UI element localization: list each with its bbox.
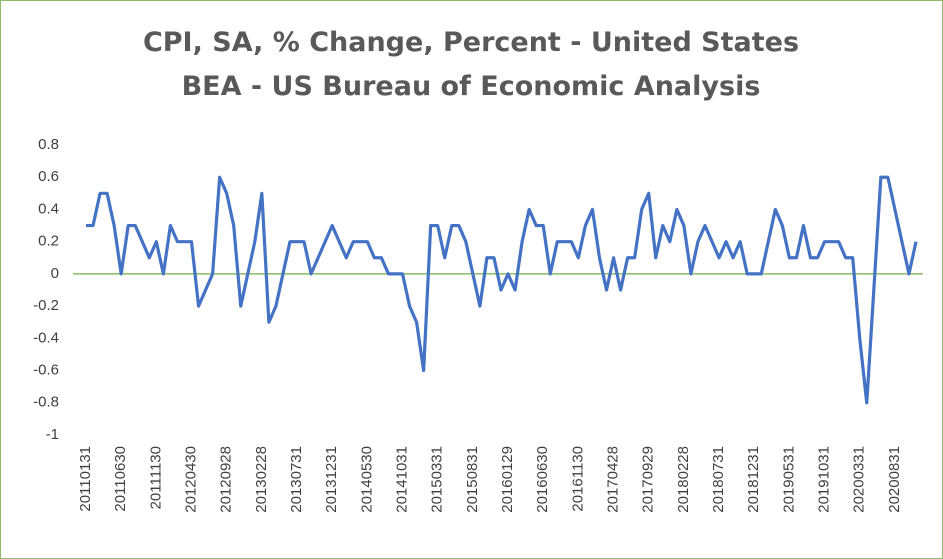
x-tick-label: 20120928: [218, 446, 235, 513]
x-tick-label: 20200831: [886, 446, 903, 513]
x-tick-label: 20111130: [147, 446, 164, 509]
x-tick-label: 20181231: [745, 446, 762, 513]
x-tick-label: 20141031: [393, 446, 410, 513]
x-tick-label: 20180228: [675, 446, 692, 513]
x-tick-label: 20160630: [534, 446, 551, 513]
y-tick-label: -0.4: [33, 329, 59, 346]
y-tick-label: 0.6: [38, 168, 59, 185]
data-line: [86, 175, 918, 405]
x-tick-label: 20150831: [464, 446, 481, 513]
y-tick-label: -0.8: [33, 394, 59, 411]
x-tick-label: 20131231: [323, 446, 340, 513]
y-tick-label: 0.2: [38, 233, 59, 250]
x-tick-label: 20150331: [429, 446, 446, 513]
y-tick-label: 0: [51, 265, 59, 282]
y-tick-label: 0.4: [38, 200, 59, 217]
y-tick-label: 0.8: [38, 136, 59, 153]
y-tick-label: -1: [46, 426, 59, 443]
x-tick-label: 20200331: [851, 446, 868, 513]
x-tick-label: 20120430: [182, 446, 199, 513]
y-tick-label: -0.2: [33, 297, 59, 314]
x-tick-label: 20190531: [780, 446, 797, 513]
chart-title: CPI, SA, % Change, Percent - United Stat…: [142, 27, 800, 102]
x-tick-label: 20161130: [569, 446, 586, 512]
x-tick-label: 20140530: [358, 446, 375, 513]
x-tick-label: 20130731: [288, 446, 305, 513]
y-tick-label: -0.6: [33, 362, 59, 379]
x-tick-label: 20170428: [605, 446, 622, 513]
x-tick-label: 20130228: [253, 446, 270, 513]
x-tick-label: 20191031: [816, 446, 833, 513]
x-tick-label: 20160129: [499, 446, 516, 513]
x-tick-label: 20110630: [112, 446, 129, 512]
x-tick-label: 20110131: [77, 446, 94, 512]
x-tick-label: 20180731: [710, 446, 727, 513]
x-tick-label: 20170929: [640, 446, 657, 513]
